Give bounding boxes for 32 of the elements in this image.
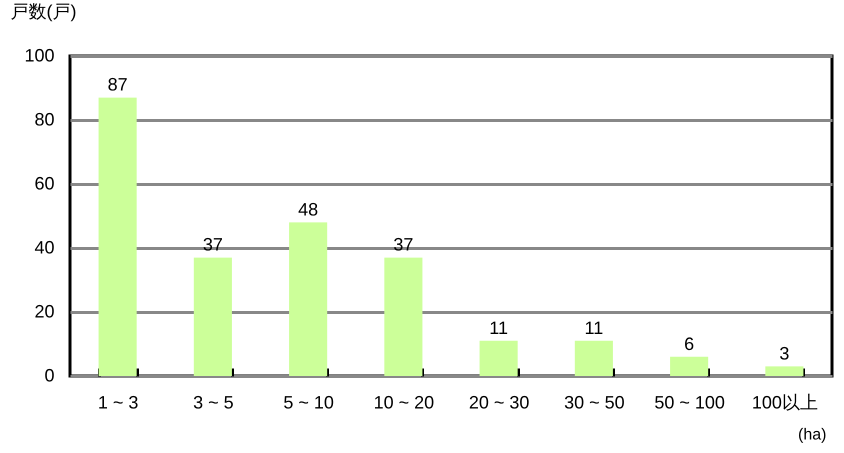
x-tick-label: 30 ~ 50 (564, 392, 625, 412)
data-label: 11 (489, 318, 508, 338)
bar (384, 258, 422, 376)
bar (289, 222, 328, 376)
y-tick-label: 100 (24, 46, 54, 66)
bar (574, 340, 613, 376)
data-label: 11 (584, 318, 604, 338)
x-tick-label: 5 ~ 10 (283, 392, 334, 412)
y-axis-title: 戸数(戸) (10, 2, 76, 22)
data-label: 48 (298, 199, 318, 220)
y-tick-label: 80 (34, 110, 54, 130)
data-label: 37 (393, 234, 414, 255)
data-label: 6 (684, 334, 694, 354)
y-tick-label: 20 (34, 302, 54, 322)
x-tick-label: 10 ~ 20 (374, 392, 434, 412)
x-tick-label: 20 ~ 30 (468, 392, 530, 412)
bar (765, 366, 804, 376)
bar (194, 258, 232, 376)
data-label: 37 (202, 234, 223, 255)
x-tick-label: 1 ~ 3 (98, 392, 138, 412)
data-label: 3 (779, 343, 790, 364)
bar (480, 340, 518, 376)
x-tick-label: 50 ~ 100 (654, 392, 725, 412)
y-tick-label: 60 (34, 174, 54, 194)
x-axis-title: (ha) (798, 426, 826, 444)
y-tick-label: 0 (44, 366, 54, 386)
y-tick-label: 40 (34, 238, 54, 258)
data-label: 87 (108, 74, 128, 95)
bar (670, 356, 708, 376)
x-tick-label: 3 ~ 5 (193, 392, 234, 412)
bar (98, 98, 137, 376)
x-tick-label: 100以上 (752, 392, 818, 412)
